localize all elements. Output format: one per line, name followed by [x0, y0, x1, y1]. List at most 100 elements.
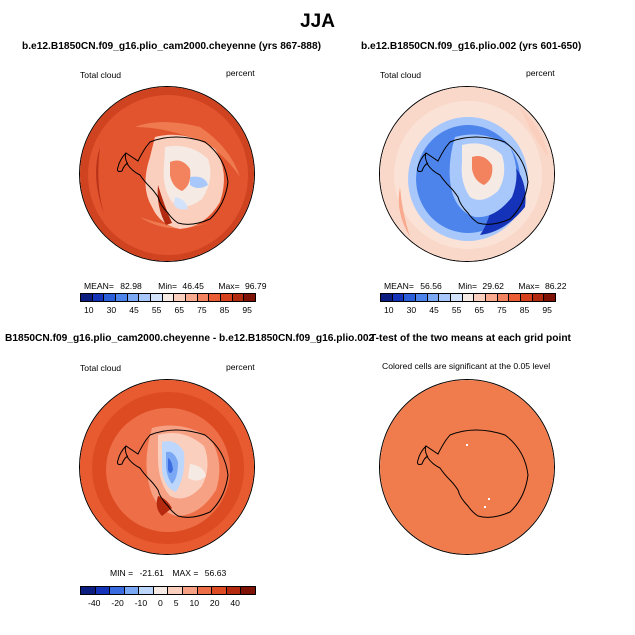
colorbar-swatch	[174, 294, 187, 301]
colorbar-swatch	[212, 587, 227, 594]
colorbar-swatch	[544, 294, 556, 301]
colorbar-tick-label: -20	[111, 598, 124, 608]
colorbar-swatch	[226, 587, 242, 594]
colorbar-swatch	[392, 294, 405, 301]
panel-2-units-label: percent	[526, 68, 555, 78]
panel-2-min-value: 29.62	[482, 281, 504, 291]
colorbar-swatch	[81, 294, 93, 301]
panel-2-variable-label: Total cloud	[380, 70, 422, 80]
colorbar-swatch	[124, 587, 140, 594]
colorbar-tick-label: 30	[106, 305, 117, 315]
panel-1-variable-label: Total cloud	[80, 70, 122, 80]
panel-2-colorbar	[380, 293, 556, 302]
panel-2-stats: MEAN= 56.56 Min= 29.62 Max= 86.22	[384, 281, 567, 291]
colorbar-tick-label: 0	[158, 598, 163, 608]
panel-3-title: B1850CN.f09_g16.plio_cam2000.cheyenne - …	[5, 333, 375, 344]
panel-3-colorbar	[80, 586, 256, 595]
colorbar-tick-label: 10	[384, 305, 394, 315]
panel-3-max-label: MAX =	[172, 568, 199, 578]
colorbar-swatch	[95, 587, 111, 594]
colorbar-tick-label: -10	[134, 598, 148, 608]
colorbar-swatch	[451, 294, 463, 301]
panel-2-max-value: 86.22	[544, 281, 567, 291]
colorbar-swatch	[427, 294, 440, 301]
colorbar-swatch	[244, 294, 256, 301]
colorbar-swatch	[139, 587, 154, 594]
panel-2-max-label: Max=	[518, 281, 540, 291]
colorbar-swatch	[416, 294, 428, 301]
panel-4-title: T-test of the two means at each grid poi…	[370, 333, 571, 344]
colorbar-swatch	[127, 294, 140, 301]
colorbar-swatch	[110, 587, 125, 594]
colorbar-swatch	[168, 587, 184, 594]
panel-1-colorbar	[80, 293, 256, 302]
colorbar-swatch	[92, 294, 105, 301]
colorbar-swatch	[521, 294, 533, 301]
panel-2-map	[379, 86, 555, 262]
colorbar-tick-label: 65	[474, 305, 485, 315]
panel-2-mean-value: 56.56	[420, 281, 442, 291]
panel-1-max-value: 96.79	[244, 281, 267, 291]
colorbar-swatch	[139, 294, 152, 301]
panel-3-map	[79, 379, 255, 555]
panel-2-min-label: Min=	[458, 281, 478, 291]
panel-3-colorbar-ticks: -40 -20 -10 0 5 10 20 40	[88, 598, 240, 608]
colorbar-swatch	[241, 587, 255, 594]
colorbar-swatch	[209, 294, 222, 301]
colorbar-tick-label: 20	[209, 598, 220, 608]
panel-3-min-value: -21.61	[139, 568, 164, 578]
colorbar-swatch	[197, 294, 210, 301]
colorbar-tick-label: 55	[451, 305, 462, 315]
panel-1-mean-value: 82.98	[120, 281, 142, 291]
colorbar-swatch	[232, 294, 245, 301]
colorbar-swatch	[186, 294, 198, 301]
panel-1-stats: MEAN= 82.98 Min= 46.45 Max= 96.79	[84, 281, 267, 291]
colorbar-swatch	[497, 294, 510, 301]
colorbar-tick-label: 85	[519, 305, 530, 315]
ttest-fill	[380, 380, 554, 554]
panel-1-title: b.e12.B1850CN.f09_g16.plio_cam2000.cheye…	[22, 41, 322, 52]
panel-1-mean-label: MEAN=	[84, 281, 114, 291]
colorbar-swatch	[474, 294, 487, 301]
colorbar-swatch	[532, 294, 545, 301]
panel-1-colorbar-ticks: 10 30 45 55 65 75 85 95	[84, 305, 252, 315]
panel-2-colorbar-ticks: 10 30 45 55 65 75 85 95	[384, 305, 552, 315]
panel-3-units-label: percent	[226, 362, 255, 372]
panel-3-min-label: MIN =	[110, 568, 134, 578]
colorbar-tick-label: 95	[242, 305, 252, 315]
colorbar-tick-label: 40	[230, 598, 240, 608]
colorbar-swatch	[183, 587, 198, 594]
panel-1-max-label: Max=	[218, 281, 240, 291]
colorbar-swatch	[509, 294, 522, 301]
panel-4-map	[379, 379, 555, 555]
colorbar-tick-label: 75	[497, 305, 507, 315]
panel-4-subtitle: Colored cells are significant at the 0.0…	[382, 361, 551, 371]
panel-1-min-value: 46.45	[182, 281, 204, 291]
colorbar-swatch	[221, 294, 233, 301]
colorbar-tick-label: 45	[129, 305, 139, 315]
panel-1-units-label: percent	[226, 68, 255, 78]
panel-2-title: b.e12.B1850CN.f09_g16.plio.002 (yrs 601-…	[361, 41, 582, 52]
colorbar-tick-label: 10	[84, 305, 94, 315]
colorbar-swatch	[381, 294, 393, 301]
colorbar-swatch	[439, 294, 452, 301]
panel-3-variable-label: Total cloud	[80, 363, 122, 373]
panel-2-mean-label: MEAN=	[384, 281, 414, 291]
colorbar-tick-label: 55	[151, 305, 162, 315]
panel-3-stats: MIN = -21.61 MAX = 56.63	[110, 568, 260, 578]
panel-3-max-value: 56.63	[204, 568, 227, 578]
panel-1-min-label: Min=	[158, 281, 178, 291]
colorbar-swatch	[197, 587, 213, 594]
colorbar-swatch	[151, 294, 163, 301]
colorbar-tick-label: 65	[174, 305, 185, 315]
colorbar-tick-label: 75	[197, 305, 207, 315]
colorbar-tick-label: -40	[88, 598, 101, 608]
colorbar-swatch	[486, 294, 498, 301]
colorbar-tick-label: 30	[406, 305, 417, 315]
colorbar-tick-label: 5	[173, 598, 179, 608]
colorbar-swatch	[116, 294, 128, 301]
colorbar-swatch	[404, 294, 417, 301]
colorbar-tick-label: 95	[542, 305, 552, 315]
colorbar-tick-label: 45	[429, 305, 439, 315]
colorbar-tick-label: 85	[219, 305, 230, 315]
